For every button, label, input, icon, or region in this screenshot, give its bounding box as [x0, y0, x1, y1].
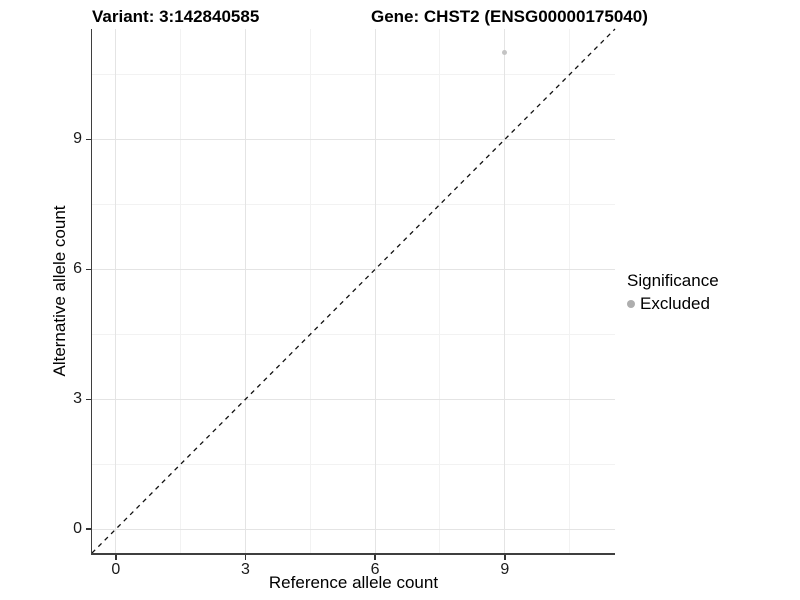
plot-title-gene: Gene: CHST2 (ENSG00000175040)	[371, 7, 648, 26]
gridline-major-vertical	[374, 29, 376, 553]
y-tick-mark	[85, 138, 91, 141]
gridline-major-horizontal	[92, 268, 615, 270]
x-axis-line	[90, 553, 615, 555]
y-tick-label: 6	[73, 260, 82, 278]
legend: Significance Excluded	[627, 271, 719, 314]
y-tick-mark	[85, 398, 91, 400]
y-tick-label: 3	[73, 390, 82, 408]
gridline-major-horizontal	[92, 398, 615, 400]
y-tick-mark	[85, 268, 91, 271]
x-tick-label: 3	[240, 561, 250, 578]
x-tick-label: 9	[500, 561, 510, 578]
plot-title-variant: Variant: 3:142840585	[92, 7, 260, 26]
gridline-minor-horizontal	[92, 203, 615, 205]
gridline-minor-vertical	[180, 29, 182, 553]
gridline-minor-horizontal	[92, 333, 615, 335]
gridline-major-horizontal	[92, 138, 615, 140]
data-point	[502, 50, 508, 56]
y-tick-label: 0	[73, 520, 82, 538]
x-tick-label: 6	[370, 561, 380, 578]
y-tick-mark	[85, 528, 91, 530]
x-tick-label: 0	[111, 561, 121, 578]
identity-dashed-line	[91, 28, 616, 554]
x-tick-mark	[244, 554, 247, 560]
gridline-major-horizontal	[92, 528, 615, 530]
gridline-major-vertical	[115, 29, 117, 553]
y-tick-label: 9	[73, 130, 82, 148]
x-axis-title: Reference allele count	[268, 573, 439, 592]
legend-title: Significance	[627, 271, 719, 290]
gridline-minor-vertical	[309, 29, 311, 553]
legend-entries: Excluded	[627, 294, 719, 314]
y-axis-line	[90, 29, 92, 555]
x-tick-mark	[115, 554, 117, 560]
gridline-minor-vertical	[569, 29, 571, 553]
gridline-minor-horizontal	[92, 73, 615, 75]
legend-point-icon	[627, 300, 635, 308]
gridline-minor-vertical	[439, 29, 441, 553]
gridline-major-vertical	[504, 29, 506, 553]
legend-entry-label: Excluded	[640, 294, 710, 313]
x-tick-mark	[504, 554, 506, 560]
gridline-major-vertical	[244, 29, 246, 553]
x-tick-mark	[374, 554, 376, 560]
legend-entry: Excluded	[627, 294, 719, 314]
gridline-minor-horizontal	[92, 463, 615, 465]
plot-panel: 0 3 6 9 0 3 6 9	[73, 28, 616, 578]
